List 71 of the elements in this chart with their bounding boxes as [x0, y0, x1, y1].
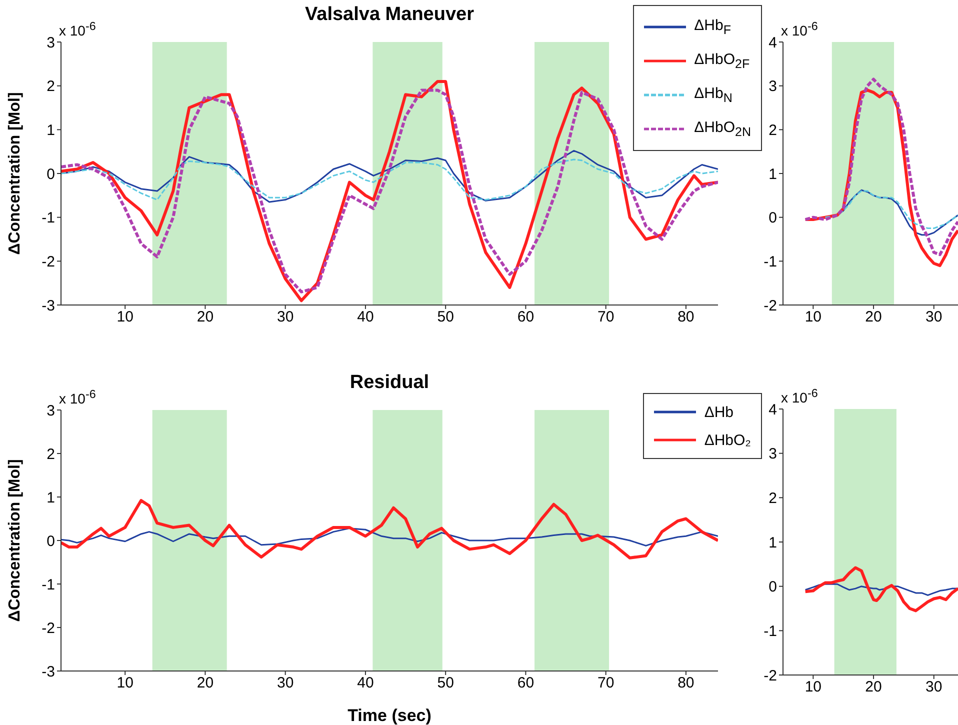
y-tick-label: -2 — [42, 620, 55, 637]
legend-label: ΔHbO$_{2N}$ — [694, 119, 751, 139]
line-series — [824, 190, 958, 230]
legend-label: ΔHbO₂ — [704, 432, 751, 448]
x-tick-label: 20 — [865, 308, 882, 326]
x-tick-label: 60 — [517, 308, 534, 326]
y-tick-label: -1 — [764, 253, 777, 270]
y-tick-label: -3 — [42, 297, 55, 314]
x-tick-label: 40 — [357, 674, 374, 692]
y-tick-label: 2 — [46, 78, 55, 96]
line-series — [804, 566, 958, 612]
x-tick-label: 20 — [196, 308, 214, 326]
y-tick-label: 3 — [46, 402, 55, 420]
x-tick-label: 10 — [116, 674, 134, 692]
line-series — [61, 158, 718, 201]
y-axis-title: ΔConcentration [Mol] — [6, 92, 24, 255]
text: x 10$^{-6}$ — [781, 20, 818, 39]
y-tick-label: 0 — [768, 210, 777, 227]
y-tick-label: -2 — [764, 667, 777, 684]
chart-title: Valsalva Maneuver — [305, 4, 474, 25]
y-tick-label: -2 — [42, 253, 55, 270]
x-tick-label: 80 — [678, 674, 694, 692]
y-tick-label: 1 — [46, 489, 55, 506]
x-tick-label: 30 — [277, 308, 294, 326]
legend-label: ΔHb$_{N}$ — [694, 85, 732, 105]
y-tick-label: 3 — [768, 78, 777, 96]
y-tick-label: 3 — [46, 34, 55, 52]
legend-label: ΔHb$_{F}$ — [694, 17, 731, 37]
y-tick-label: -1 — [764, 622, 777, 640]
y-tick-label: 4 — [768, 34, 777, 52]
y-axis-title: ΔConcentration [Mol] — [6, 459, 24, 622]
x-tick-label: 70 — [597, 674, 614, 692]
y-tick-label: -1 — [42, 576, 55, 594]
y-tick-label: 2 — [46, 446, 55, 463]
chart-title: Residual — [350, 372, 430, 393]
x-tick-label: 80 — [678, 308, 694, 326]
y-tick-label: 2 — [768, 122, 777, 139]
text: x 10$^{-6}$ — [781, 387, 818, 406]
legend-label: ΔHb — [704, 404, 734, 420]
x-tick-label: 30 — [926, 678, 942, 696]
x-tick-label: 10 — [116, 308, 134, 326]
x-axis-title: Time (sec) — [348, 706, 432, 725]
y-tick-label: 0 — [46, 532, 55, 550]
y-tick-label: 3 — [768, 446, 777, 463]
y-tick-label: -1 — [42, 210, 55, 227]
y-tick-label: -3 — [42, 663, 55, 680]
y-tick-label: 4 — [768, 401, 777, 418]
x-tick-label: 70 — [597, 308, 614, 326]
x-tick-label: 40 — [357, 308, 374, 326]
x-tick-label: 10 — [804, 678, 822, 696]
legend-label: ΔHbO$_{2F}$ — [694, 51, 750, 71]
x-tick-label: 20 — [196, 674, 214, 692]
text: x 10$^{-6}$ — [59, 20, 96, 39]
y-tick-label: 1 — [46, 122, 55, 139]
x-tick-label: 50 — [437, 308, 454, 326]
y-tick-label: -2 — [764, 297, 777, 314]
text: x 10$^{-6}$ — [59, 388, 96, 407]
y-tick-label: 1 — [768, 166, 777, 183]
y-tick-label: 1 — [768, 534, 777, 552]
line-series — [61, 498, 718, 560]
x-tick-label: 30 — [277, 674, 294, 692]
x-tick-label: 60 — [517, 674, 534, 692]
line-series — [804, 583, 958, 596]
x-tick-label: 20 — [865, 678, 882, 696]
line-series — [61, 528, 718, 546]
y-tick-label: 0 — [46, 166, 55, 183]
y-tick-label: 2 — [768, 490, 777, 507]
x-tick-label: 30 — [926, 308, 942, 326]
y-tick-label: 0 — [768, 578, 777, 596]
x-tick-label: 50 — [437, 674, 454, 692]
x-tick-label: 10 — [804, 308, 822, 326]
